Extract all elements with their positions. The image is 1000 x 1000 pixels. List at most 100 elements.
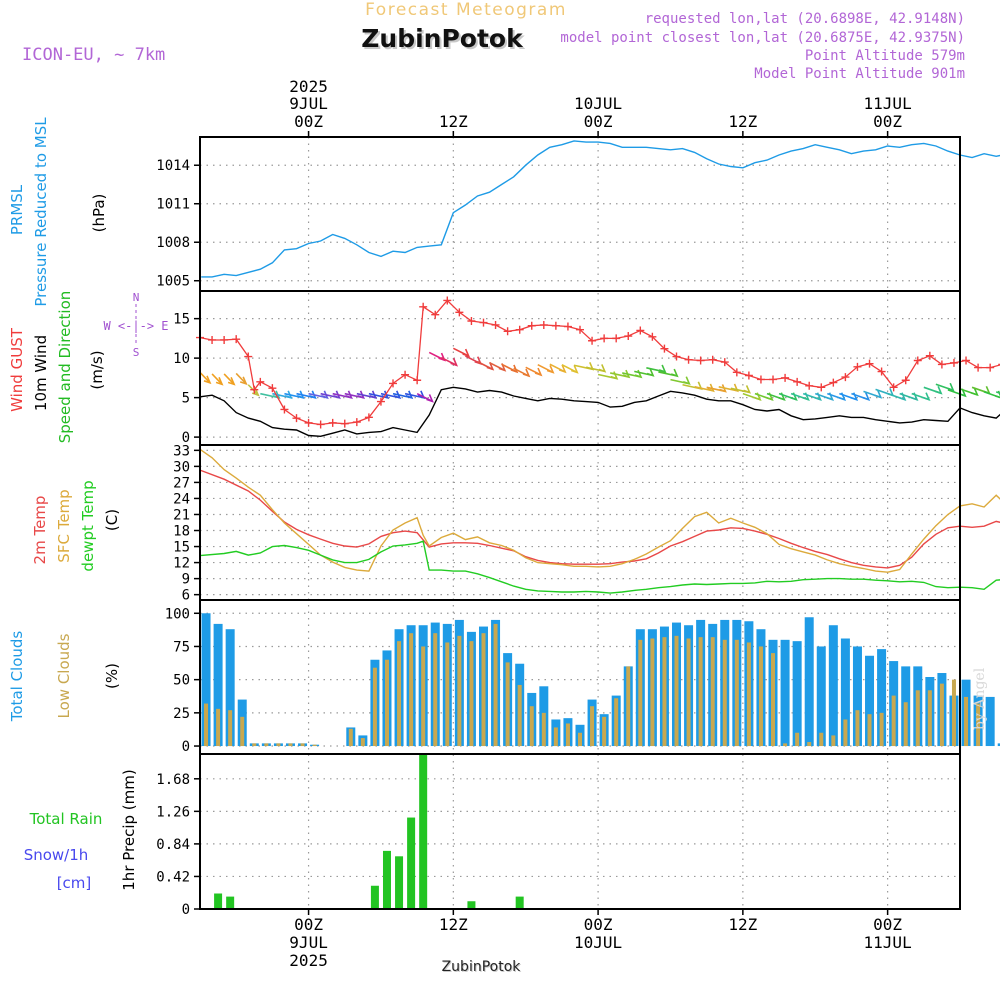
- compass-east-west: W <-|-> E: [103, 319, 168, 333]
- low-cloud-bar: [867, 714, 872, 747]
- snow-unit: [cm]: [57, 874, 92, 892]
- low-cloud-bar: [650, 638, 655, 747]
- date-label-bottom: 10JUL: [574, 933, 622, 952]
- gust-marker: [648, 332, 657, 341]
- wind-arrow: [235, 372, 247, 385]
- gust-marker: [479, 318, 488, 327]
- temp-y-tick-label: 18: [173, 524, 190, 540]
- gust-marker: [413, 376, 422, 385]
- total-cloud-bar: [997, 743, 1000, 747]
- gust-marker: [431, 310, 440, 319]
- x-tick-label-bottom: 00Z: [873, 915, 902, 934]
- low-cloud-bar: [626, 666, 631, 747]
- wind-arrow-head: [707, 383, 715, 393]
- x-tick-label-top: 00Z: [294, 112, 323, 131]
- wind-arrow-head: [546, 365, 555, 374]
- low-clouds-title: Low Clouds: [55, 633, 73, 718]
- temp-y-tick-label: 21: [173, 507, 190, 523]
- grid-lines: [200, 137, 960, 910]
- pressure-y-tick-label: 1011: [156, 197, 190, 213]
- gust-marker: [268, 384, 277, 393]
- wind-arrow-head: [284, 390, 293, 400]
- clouds-y-tick-label: 100: [165, 606, 190, 622]
- wind-arrow-head: [393, 390, 402, 400]
- gust-marker: [636, 326, 645, 335]
- rain-bar: [419, 754, 428, 909]
- panel-titles: PRMSL Pressure Reduced to MSL (hPa) Wind GU…: [8, 117, 169, 892]
- gust-marker: [937, 360, 946, 369]
- gust-marker: [817, 383, 826, 392]
- low-cloud-bar: [252, 743, 257, 747]
- wind-arrow-head: [345, 390, 353, 400]
- wind-arrow-head: [874, 390, 883, 399]
- x-tick-label-top: 12Z: [728, 112, 757, 131]
- model-point: model point closest lon,lat (20.6875E, 4…: [560, 30, 965, 46]
- wind-10m-title: 10m Wind: [32, 335, 50, 411]
- low-cloud-bar: [758, 646, 763, 747]
- low-cloud-bar: [553, 727, 558, 747]
- gust-marker: [232, 335, 241, 344]
- gust-marker: [527, 321, 536, 330]
- gust-marker: [340, 419, 349, 428]
- wind-arrow-head: [534, 367, 543, 377]
- precip-y-tick-label: 0.42: [156, 869, 190, 885]
- clouds-y-tick-label: 75: [173, 639, 190, 655]
- x-tick-label-top: 12Z: [439, 112, 468, 131]
- gust-marker: [491, 320, 500, 329]
- gust-marker: [612, 334, 621, 343]
- low-cloud-bar: [409, 633, 414, 747]
- wind-arrow: [995, 391, 1000, 395]
- low-cloud-bar: [397, 641, 402, 747]
- gust-marker: [841, 373, 850, 382]
- low-cloud-bar: [819, 732, 824, 747]
- gust-marker: [563, 322, 572, 331]
- gust-marker: [913, 356, 922, 365]
- wind-arrow-head: [934, 385, 943, 395]
- gust-marker: [986, 363, 995, 372]
- model-label: ICON-EU, ~ 7km: [22, 45, 165, 65]
- precip-panel-frame: [199, 753, 961, 910]
- temp2m-line: [199, 469, 1000, 569]
- wind-arrow-head: [462, 348, 471, 358]
- date-label-bottom: 2025: [289, 951, 328, 970]
- gust-marker: [220, 335, 229, 344]
- low-cloud-bar: [771, 653, 776, 747]
- low-cloud-bar: [686, 638, 691, 747]
- low-cloud-bar: [240, 716, 245, 747]
- low-cloud-bar: [939, 683, 944, 747]
- low-cloud-bar: [384, 659, 389, 747]
- compass-north: N: [133, 291, 140, 304]
- x-tick-label-bottom: 12Z: [439, 915, 468, 934]
- wind-arrow-head: [272, 390, 281, 400]
- wind-arrow-head: [522, 368, 531, 378]
- total-cloud-bar: [213, 623, 223, 747]
- gust-marker: [684, 355, 693, 364]
- gust-marker: [949, 358, 958, 367]
- pressure-y-tick-label: 1014: [156, 158, 190, 174]
- wind-y-tick-label: 10: [173, 351, 190, 367]
- gust-marker: [551, 321, 560, 330]
- clouds-unit: (%): [103, 663, 121, 689]
- station-title-shadow: ZubinPotok: [363, 26, 526, 55]
- wind-arrow-head: [558, 364, 567, 374]
- rain-bar: [214, 893, 223, 909]
- gust-marker: [672, 352, 681, 361]
- low-cloud-bar: [964, 696, 969, 747]
- low-cloud-bar: [951, 679, 956, 747]
- wind-arrow-head: [227, 377, 236, 386]
- date-label-top: 9JUL: [289, 94, 328, 113]
- low-cloud-bar: [493, 623, 498, 747]
- rain-bar: [515, 896, 524, 909]
- gust-marker: [901, 376, 910, 385]
- gust-marker: [376, 397, 385, 406]
- gust-marker: [401, 370, 410, 379]
- rain-bar: [467, 901, 476, 909]
- gust-marker: [756, 375, 765, 384]
- temp2m-title: 2m Temp: [31, 496, 49, 565]
- point-altitude: Point Altitude 579m: [805, 48, 965, 64]
- total-clouds-title: Total Clouds: [8, 631, 26, 723]
- gust-marker: [962, 356, 971, 365]
- low-cloud-bar: [783, 743, 788, 747]
- pressure-unit: (hPa): [90, 194, 108, 233]
- footer-station-shadow: ZubinPotok: [443, 960, 523, 976]
